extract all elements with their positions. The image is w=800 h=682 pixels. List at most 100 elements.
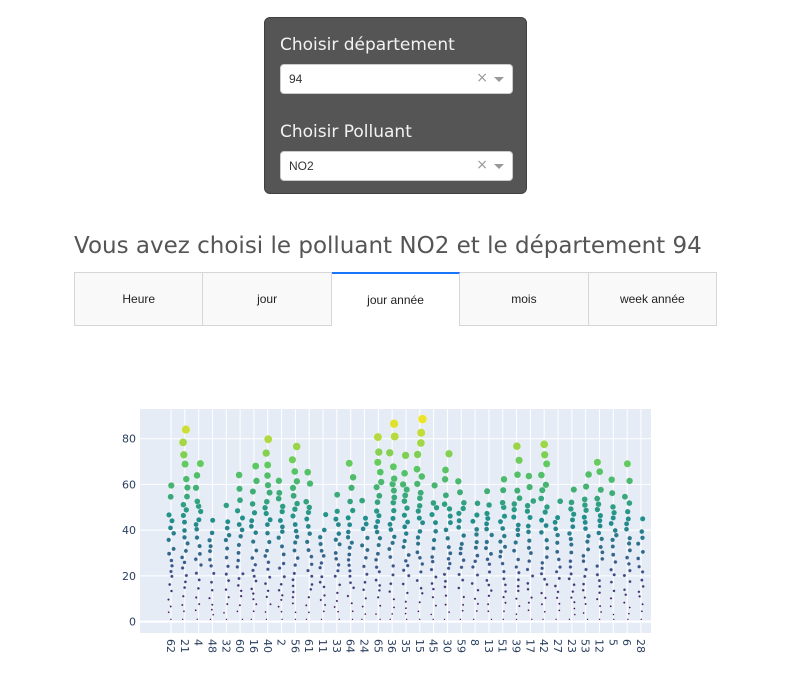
data-point[interactable] — [569, 517, 576, 523]
data-point[interactable] — [345, 459, 354, 468]
data-point[interactable] — [251, 509, 258, 516]
data-point[interactable] — [401, 512, 408, 519]
data-point[interactable] — [307, 531, 313, 537]
data-point[interactable] — [627, 612, 630, 615]
data-point[interactable] — [236, 497, 244, 504]
data-point[interactable] — [169, 558, 174, 563]
data-point[interactable] — [544, 596, 547, 600]
data-point[interactable] — [294, 611, 297, 614]
data-point[interactable] — [323, 593, 326, 597]
data-point[interactable] — [446, 556, 451, 561]
data-point[interactable] — [610, 544, 616, 549]
data-point[interactable] — [413, 450, 422, 459]
data-point[interactable] — [267, 516, 273, 523]
data-point[interactable] — [263, 434, 273, 444]
data-point[interactable] — [335, 599, 339, 603]
data-point[interactable] — [585, 533, 592, 539]
data-point[interactable] — [610, 537, 616, 543]
data-point[interactable] — [319, 598, 323, 602]
data-point[interactable] — [391, 534, 397, 540]
data-point[interactable] — [224, 525, 230, 531]
data-point[interactable] — [476, 602, 480, 606]
data-point[interactable] — [517, 570, 521, 575]
data-point[interactable] — [504, 601, 507, 605]
data-point[interactable] — [196, 586, 200, 590]
data-point[interactable] — [348, 574, 352, 578]
data-point[interactable] — [566, 530, 573, 537]
data-point[interactable] — [554, 569, 559, 574]
data-point[interactable] — [401, 492, 409, 499]
data-point[interactable] — [309, 554, 314, 559]
data-point[interactable] — [374, 499, 381, 506]
data-point[interactable] — [581, 553, 586, 559]
data-point[interactable] — [403, 505, 411, 512]
data-point[interactable] — [475, 553, 480, 558]
data-point[interactable] — [210, 588, 214, 592]
data-point[interactable] — [181, 519, 188, 525]
data-point[interactable] — [194, 498, 201, 505]
data-point[interactable] — [516, 557, 521, 562]
data-point[interactable] — [497, 518, 504, 525]
data-point[interactable] — [179, 555, 185, 560]
data-point[interactable] — [555, 618, 558, 621]
data-point[interactable] — [306, 568, 310, 573]
data-point[interactable] — [544, 545, 550, 551]
data-point[interactable] — [539, 571, 544, 576]
data-point[interactable] — [348, 581, 353, 585]
data-point[interactable] — [430, 554, 435, 560]
data-point[interactable] — [558, 609, 561, 612]
data-point[interactable] — [288, 455, 297, 464]
data-point[interactable] — [224, 555, 229, 560]
data-point[interactable] — [543, 522, 549, 529]
data-point[interactable] — [515, 618, 518, 621]
data-point[interactable] — [595, 572, 600, 577]
data-point[interactable] — [457, 572, 461, 577]
data-point[interactable] — [405, 618, 408, 621]
data-point[interactable] — [211, 603, 214, 606]
data-point[interactable] — [416, 515, 423, 521]
data-point[interactable] — [345, 534, 351, 540]
data-point[interactable] — [223, 537, 229, 543]
data-point[interactable] — [183, 548, 189, 554]
data-point[interactable] — [266, 489, 273, 496]
data-point[interactable] — [570, 486, 578, 493]
data-point[interactable] — [474, 526, 480, 533]
data-point[interactable] — [504, 589, 508, 593]
data-point[interactable] — [530, 618, 533, 621]
data-point[interactable] — [540, 450, 549, 459]
data-point[interactable] — [293, 528, 299, 534]
data-point[interactable] — [276, 489, 283, 497]
data-point[interactable] — [431, 537, 437, 543]
data-point[interactable] — [303, 516, 310, 522]
data-point[interactable] — [248, 523, 255, 529]
data-point[interactable] — [500, 475, 508, 483]
data-point[interactable] — [516, 589, 520, 593]
data-point[interactable] — [374, 529, 380, 535]
data-point[interactable] — [624, 555, 630, 560]
data-point[interactable] — [610, 515, 617, 521]
data-point[interactable] — [336, 562, 341, 567]
data-point[interactable] — [360, 526, 366, 532]
data-point[interactable] — [362, 588, 366, 592]
data-point[interactable] — [552, 519, 558, 526]
data-point[interactable] — [237, 576, 241, 581]
data-point[interactable] — [498, 554, 503, 559]
data-point[interactable] — [263, 471, 272, 480]
data-point[interactable] — [635, 541, 641, 547]
data-point[interactable] — [241, 618, 244, 621]
data-point[interactable] — [292, 540, 298, 545]
data-point[interactable] — [513, 471, 522, 479]
data-point[interactable] — [226, 532, 232, 538]
data-point[interactable] — [277, 588, 281, 592]
data-point[interactable] — [226, 602, 229, 606]
data-point[interactable] — [390, 432, 400, 441]
data-point[interactable] — [460, 578, 465, 582]
data-point[interactable] — [208, 543, 213, 549]
data-point[interactable] — [166, 551, 172, 556]
data-point[interactable] — [238, 603, 242, 607]
tab-heure[interactable]: Heure — [74, 272, 204, 326]
data-point[interactable] — [197, 508, 204, 515]
data-point[interactable] — [553, 584, 557, 588]
data-point[interactable] — [391, 612, 394, 615]
data-point[interactable] — [401, 451, 410, 460]
